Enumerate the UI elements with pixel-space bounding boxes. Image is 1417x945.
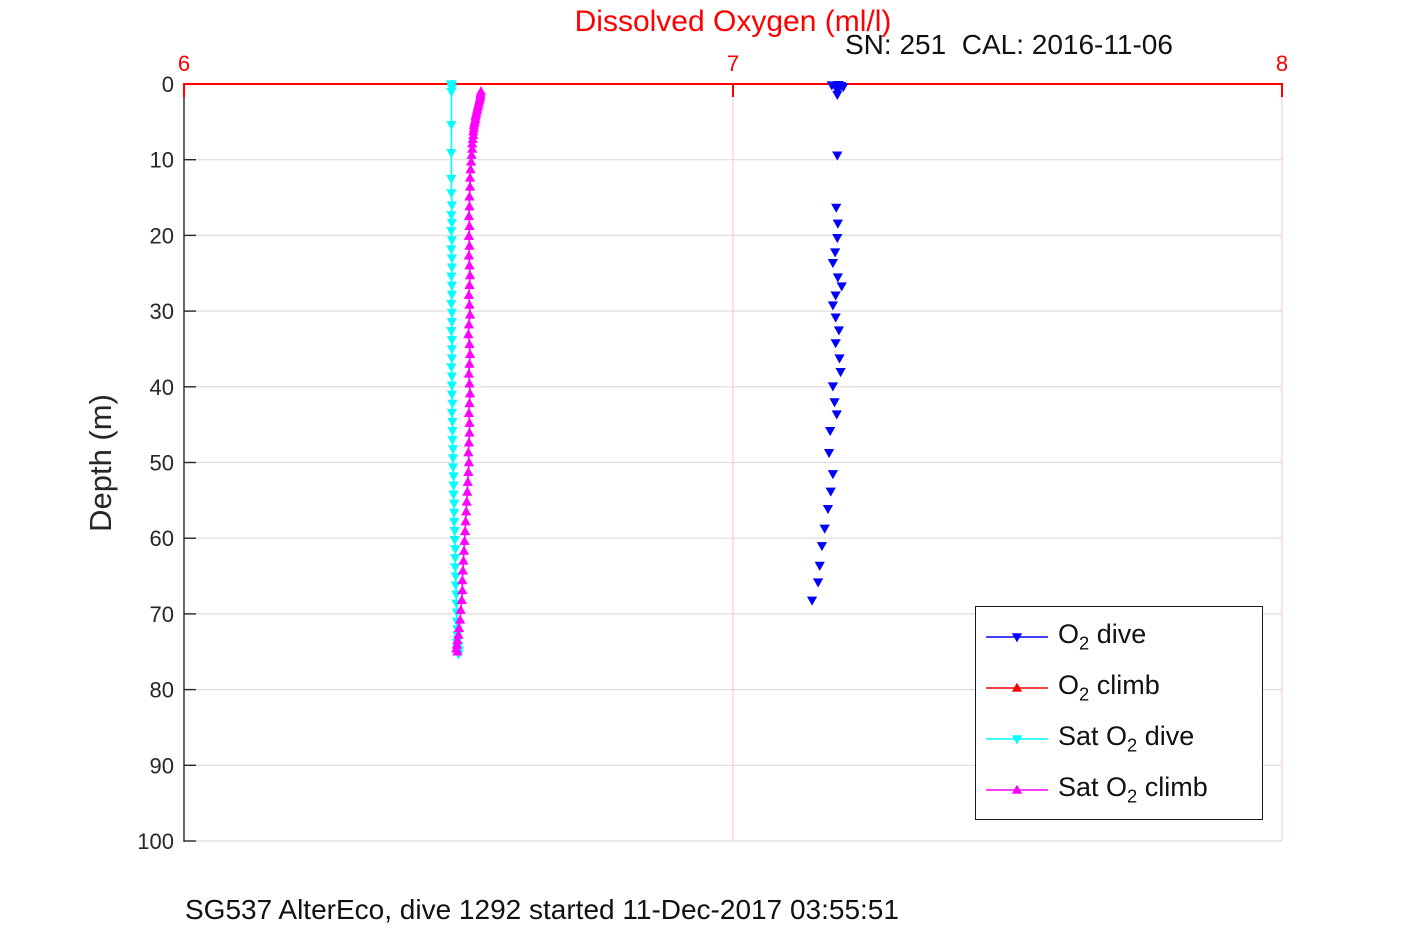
legend-item-sat-o2-climb: Sat O2 climb [984, 765, 1262, 815]
legend-label-sat-o2-climb: Sat O2 climb [1058, 771, 1208, 807]
legend-label-o2-dive: O2 dive [1058, 618, 1147, 654]
svg-text:6: 6 [178, 51, 190, 76]
legend-label-o2-climb: O2 climb [1058, 669, 1160, 705]
svg-text:10: 10 [150, 148, 174, 173]
y-axis-label: Depth (m) [83, 394, 118, 532]
svg-text:60: 60 [150, 526, 174, 551]
sat-o2-climb-legend-marker-icon [986, 784, 1048, 794]
o2-climb-legend-marker-icon [986, 682, 1048, 692]
o2-dive-legend-marker-icon [986, 632, 1048, 642]
svg-text:8: 8 [1276, 51, 1288, 76]
legend-item-o2-climb: O2 climb [984, 663, 1262, 713]
legend-label-sat-o2-dive: Sat O2 dive [1058, 720, 1195, 756]
svg-text:30: 30 [150, 299, 174, 324]
dive-caption: SG537 AlterEco, dive 1292 started 11-Dec… [185, 894, 899, 925]
legend-item-o2-dive: O2 dive [984, 612, 1262, 662]
svg-text:90: 90 [150, 753, 174, 778]
svg-text:70: 70 [150, 602, 174, 627]
svg-text:100: 100 [137, 829, 174, 854]
svg-text:20: 20 [150, 223, 174, 248]
sat-o2-dive-legend-marker-icon [986, 734, 1048, 744]
svg-text:40: 40 [150, 375, 174, 400]
sn-cal-annotation: SN: 251 CAL: 2016-11-06 [845, 29, 1173, 60]
legend-item-sat-o2-dive: Sat O2 dive [984, 714, 1262, 764]
legend: O2 dive O2 climb Sat O2 dive Sat O2 climb [975, 606, 1263, 820]
svg-text:50: 50 [150, 451, 174, 476]
svg-text:0: 0 [162, 72, 174, 97]
chart-title: Dissolved Oxygen (ml/l) [574, 5, 892, 38]
svg-text:80: 80 [150, 678, 174, 703]
svg-text:7: 7 [727, 51, 739, 76]
